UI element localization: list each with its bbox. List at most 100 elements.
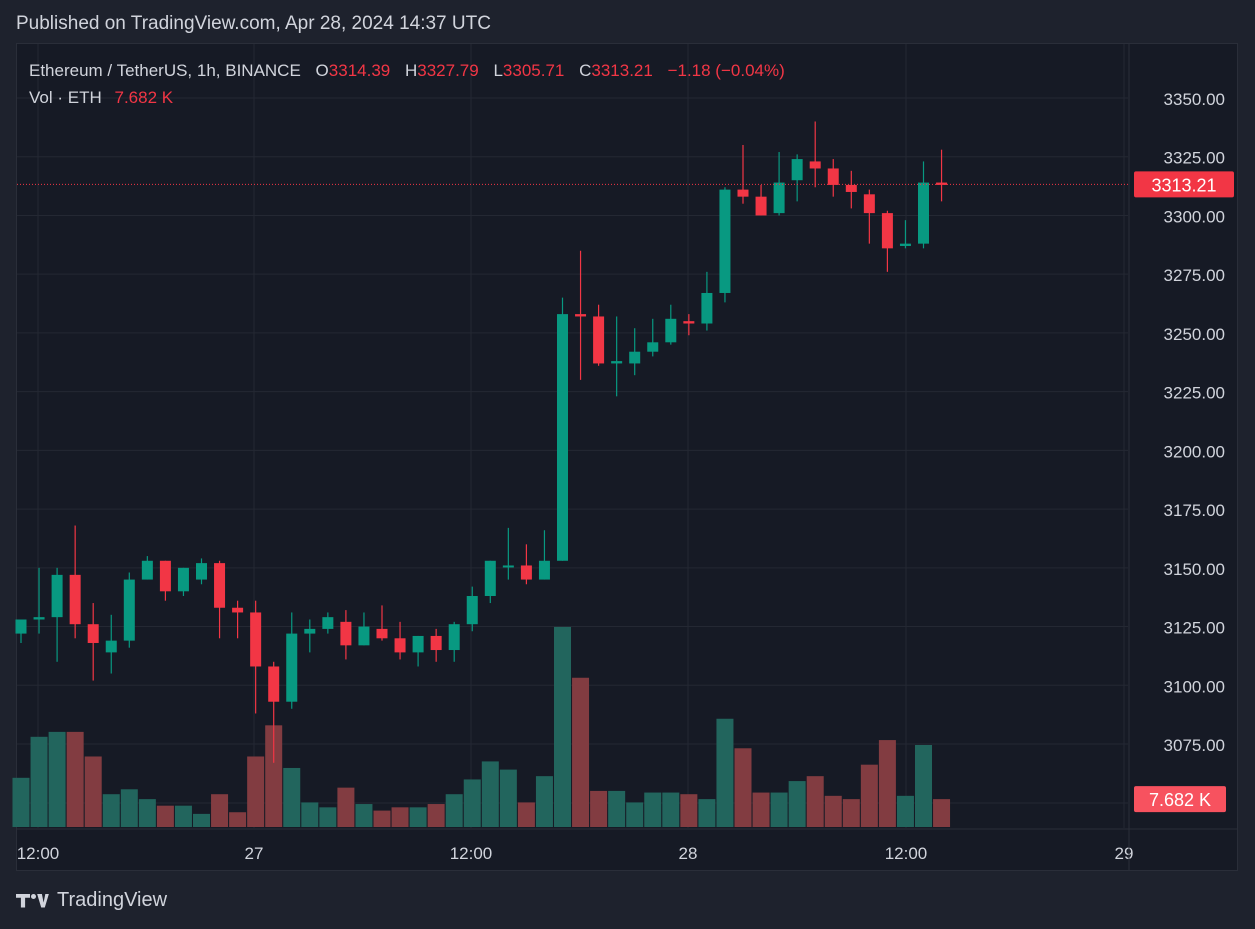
- chart-pane[interactable]: [16, 43, 1238, 871]
- volume-value: 7.682 K: [114, 88, 174, 107]
- candle-body[interactable]: [611, 361, 623, 364]
- brand-name: TradingView: [57, 889, 168, 911]
- volume-bar: [138, 799, 156, 827]
- volume-bar: [860, 764, 878, 827]
- volume-bar: [878, 740, 896, 827]
- volume-bar: [102, 794, 120, 827]
- volume-bar: [193, 813, 210, 827]
- volume-bar: [156, 805, 174, 827]
- candle-body[interactable]: [15, 619, 27, 634]
- candle-body[interactable]: [484, 560, 496, 597]
- candle-body[interactable]: [575, 314, 587, 317]
- candle-body[interactable]: [430, 635, 442, 651]
- candle-body[interactable]: [214, 563, 226, 608]
- candle-body[interactable]: [538, 560, 550, 580]
- candle-body[interactable]: [593, 316, 605, 364]
- candle-body[interactable]: [286, 633, 298, 702]
- y-tick-label: 3225.00: [1164, 384, 1225, 403]
- candle-body[interactable]: [466, 596, 478, 625]
- volume-bar: [644, 792, 662, 827]
- candle-body[interactable]: [773, 182, 785, 214]
- volume-bar: [283, 767, 301, 827]
- symbol-legend: Ethereum / TetherUS, 1h, BINANCE O3314.3…: [29, 57, 785, 111]
- volume-bar: [915, 745, 932, 827]
- candle-body[interactable]: [863, 194, 875, 214]
- candle-body[interactable]: [647, 342, 659, 352]
- candle-body[interactable]: [232, 607, 244, 613]
- y-tick-label: 3250.00: [1164, 325, 1225, 344]
- volume-bar: [265, 725, 283, 827]
- volume-bar: [301, 802, 319, 827]
- close-value: 3313.21: [591, 61, 653, 80]
- candle-body[interactable]: [737, 189, 749, 197]
- candle-body[interactable]: [918, 182, 929, 244]
- candle-body[interactable]: [936, 182, 948, 185]
- volume-bar: [499, 769, 517, 827]
- candle-body[interactable]: [304, 628, 316, 634]
- x-tick-label: 29: [1115, 844, 1134, 863]
- volume-bar: [174, 805, 192, 827]
- volume-label[interactable]: Vol · ETH: [29, 88, 102, 107]
- candle-body[interactable]: [502, 565, 514, 568]
- candle-body[interactable]: [123, 579, 135, 641]
- candle-body[interactable]: [159, 560, 171, 592]
- candle-body[interactable]: [683, 321, 695, 324]
- candle-body[interactable]: [87, 624, 99, 643]
- y-tick-label: 3325.00: [1164, 149, 1225, 168]
- candle-body[interactable]: [268, 666, 280, 702]
- candle-body[interactable]: [340, 621, 352, 646]
- candle-body[interactable]: [69, 574, 81, 625]
- symbol-title[interactable]: Ethereum / TetherUS, 1h, BINANCE: [29, 61, 301, 80]
- candle-body[interactable]: [105, 640, 117, 653]
- candle-body[interactable]: [448, 624, 460, 651]
- volume-bar: [337, 787, 355, 827]
- candle-body[interactable]: [322, 617, 334, 629]
- candle-body[interactable]: [629, 351, 641, 364]
- volume-bar: [319, 807, 337, 827]
- low-label: L: [493, 61, 503, 80]
- x-tick-label: 28: [679, 844, 698, 863]
- candle-body[interactable]: [827, 168, 839, 185]
- candle-body[interactable]: [412, 635, 424, 653]
- candle-body[interactable]: [177, 567, 189, 592]
- volume-bar: [662, 792, 680, 827]
- candle-body[interactable]: [141, 560, 153, 580]
- high-value: 3327.79: [417, 61, 479, 80]
- candle-body[interactable]: [394, 638, 406, 653]
- candle-body[interactable]: [250, 612, 262, 667]
- volume-row: Vol · ETH 7.682 K: [29, 84, 785, 111]
- volume-bar: [770, 792, 788, 827]
- candle-body[interactable]: [376, 628, 388, 639]
- candle-body[interactable]: [755, 196, 767, 216]
- candle-body[interactable]: [881, 213, 893, 249]
- y-tick-label: 3300.00: [1164, 207, 1225, 226]
- candle-body[interactable]: [520, 565, 532, 580]
- candle-body[interactable]: [665, 318, 677, 343]
- volume-bar: [481, 761, 499, 827]
- candle-body[interactable]: [899, 243, 911, 246]
- y-tick-label: 3175.00: [1164, 501, 1225, 520]
- volume-bar: [373, 810, 391, 827]
- last-price-label: 3313.21: [1151, 175, 1216, 195]
- candle-body[interactable]: [791, 159, 803, 181]
- volume-bar: [48, 731, 66, 827]
- candle-body[interactable]: [701, 292, 713, 324]
- tradingview-logo[interactable]: TradingView: [16, 889, 167, 912]
- x-tick-label: 12:00: [17, 844, 60, 863]
- volume-bar: [680, 794, 698, 827]
- volume-bar: [66, 731, 84, 827]
- candle-body[interactable]: [358, 626, 370, 646]
- volume-bar: [716, 718, 734, 827]
- candle-body[interactable]: [196, 563, 207, 580]
- volume-badge: [1134, 786, 1226, 813]
- candle-body[interactable]: [557, 314, 568, 561]
- y-tick-label: 3200.00: [1164, 442, 1225, 461]
- candle-body[interactable]: [51, 574, 63, 618]
- candle-body[interactable]: [33, 617, 45, 620]
- volume-bars: [12, 626, 951, 827]
- high-label: H: [404, 61, 418, 80]
- candle-body[interactable]: [809, 161, 821, 169]
- candle-body[interactable]: [719, 189, 731, 293]
- candle-body[interactable]: [845, 184, 857, 192]
